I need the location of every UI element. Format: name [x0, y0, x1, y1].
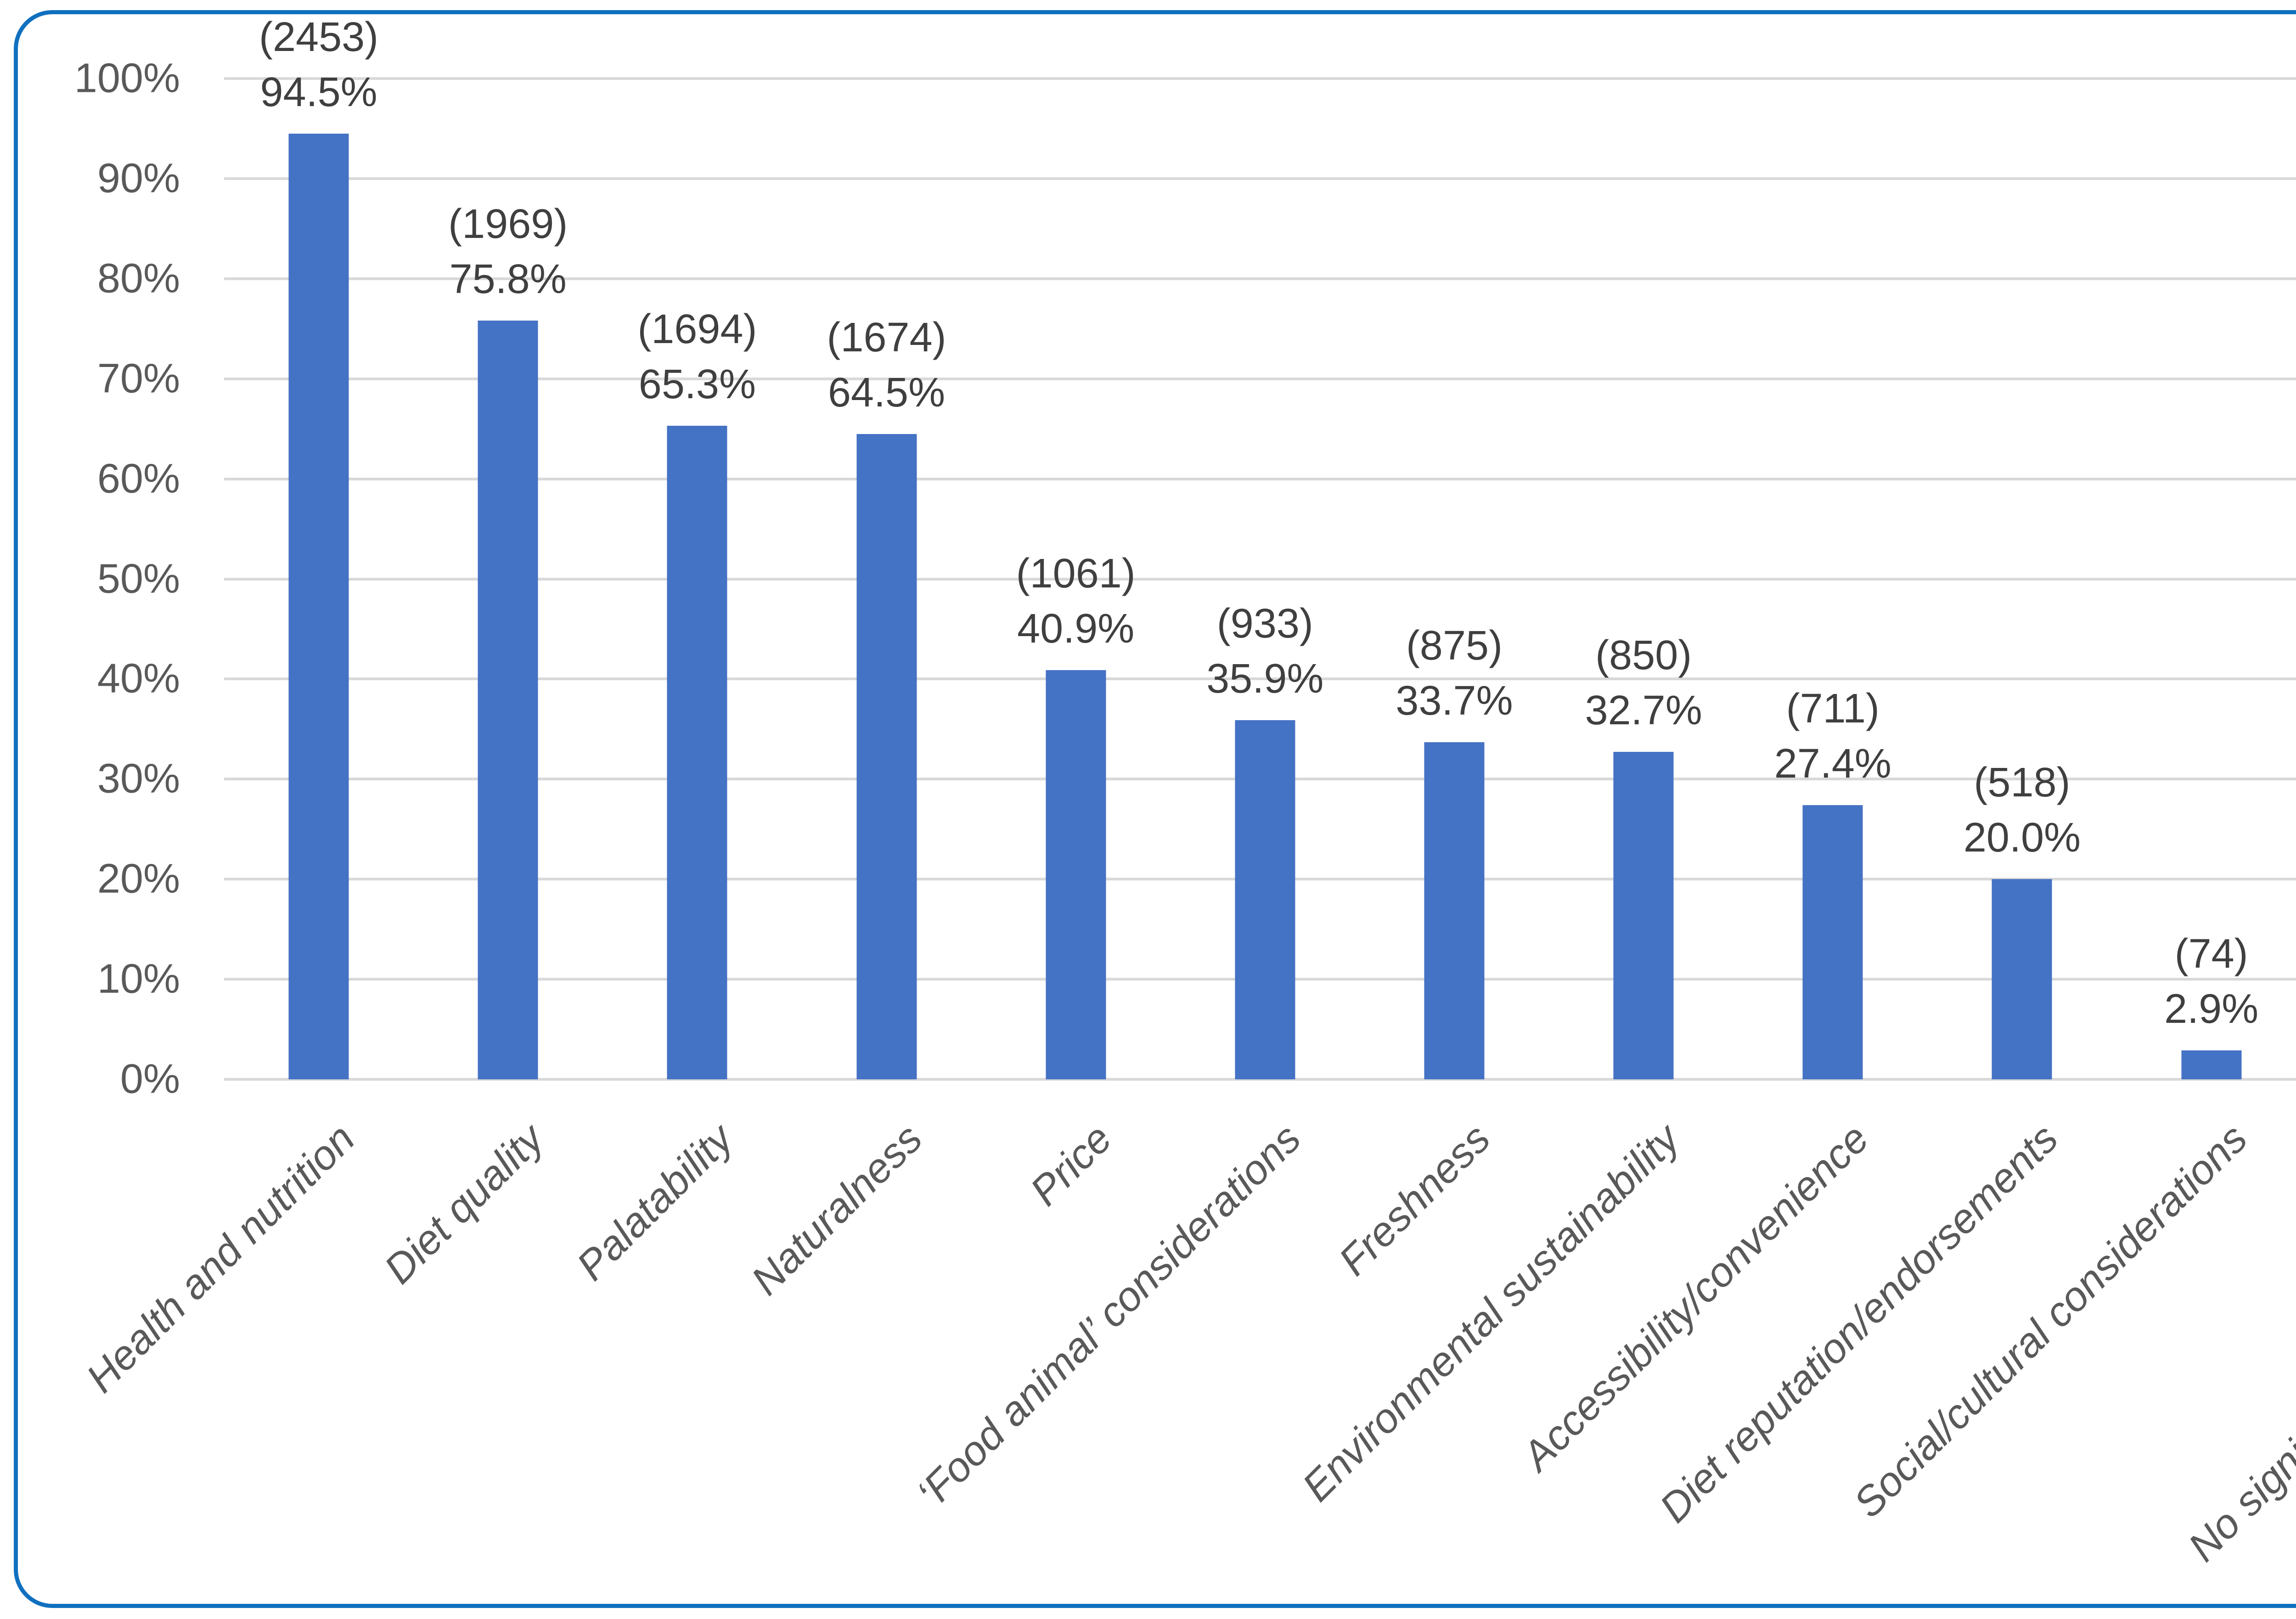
bar-data-label: (711) 27.4%	[1774, 681, 1891, 791]
bar	[1613, 752, 1674, 1079]
plot-area: 100% 90% 80% 70% 60% 50% 40% 30% 20% 10% 0% (2453)…	[74, 14, 2296, 1570]
y-tick-label: 10%	[97, 956, 180, 1002]
bar-column: (2453) 94.5% Health and nutrition	[78, 14, 413, 1401]
bar	[1235, 720, 1295, 1079]
bar-data-label: (518) 20.0%	[1964, 755, 2081, 865]
bar-data-label: (1674) 64.5%	[827, 310, 946, 420]
bar-data-label: (850) 32.7%	[1585, 628, 1702, 738]
y-axis: 100% 90% 80% 70% 60% 50% 40% 30% 20% 10% 0%	[74, 56, 2296, 1102]
bar-column: (74) 2.9% Social/cultural considerations	[1845, 79, 2296, 1527]
bar	[478, 321, 538, 1079]
bar	[2181, 1050, 2242, 1079]
y-tick-label: 20%	[97, 856, 180, 902]
bar-percent-label: 27.4%	[1774, 740, 1891, 787]
bar-data-label: (933) 35.9%	[1206, 596, 1323, 706]
bar-count-label: (875)	[1406, 622, 1503, 669]
gridline	[224, 477, 2296, 480]
gridline	[224, 377, 2296, 380]
bar	[288, 133, 349, 1079]
y-tick-label: 40%	[97, 655, 180, 702]
bar	[667, 426, 727, 1079]
bar-data-label: (1061) 40.9%	[1016, 546, 1136, 656]
bar-column: (1694) 65.3% Palatability	[568, 79, 792, 1289]
gridline	[224, 177, 2296, 180]
gridline	[224, 277, 2296, 280]
bar-count-label: (933)	[1216, 600, 1313, 647]
y-tick-label: 30%	[97, 756, 180, 802]
y-tick-label: 50%	[97, 556, 180, 602]
bar-count-label: (74)	[2174, 931, 2248, 977]
bar-column: (1674) 64.5% Naturalness	[743, 79, 981, 1304]
bar-percent-label: 65.3%	[638, 361, 756, 408]
bar-column: (518) 20.0% Diet reputation/endorsements	[1651, 79, 2116, 1531]
bar-data-label: (875) 33.7%	[1396, 618, 1513, 728]
bar-data-label: (74) 2.9%	[2164, 926, 2258, 1037]
bar	[1802, 805, 1863, 1079]
y-tick-label: 0%	[120, 1056, 180, 1102]
bar	[1424, 742, 1485, 1079]
bar-percent-label: 33.7%	[1396, 677, 1513, 724]
gridline	[224, 1078, 2296, 1081]
bar-column: (875) 33.7% Freshness	[1330, 79, 1549, 1285]
bar-percent-label: 64.5%	[827, 369, 945, 416]
bar-count-label: (850)	[1595, 632, 1692, 679]
bar-data-label: (1969) 75.8%	[448, 197, 568, 307]
bar-percent-label: 40.9%	[1017, 605, 1135, 652]
bar-percent-label: 75.8%	[449, 256, 567, 303]
bar	[856, 434, 917, 1079]
gridline	[224, 77, 2296, 80]
figure-border	[14, 10, 2296, 1608]
bar-column: (1969) 75.8% Diet quality	[376, 79, 602, 1292]
y-tick-label: 100%	[74, 55, 180, 102]
bar-count-label: (2453)	[259, 14, 379, 60]
bar-count-label: (1694)	[637, 306, 757, 353]
bar-count-label: (518)	[1974, 760, 2071, 806]
bar-column: (850) 32.7% Environmental sustainability	[1294, 79, 1738, 1510]
bar-percent-label: 20.0%	[1963, 815, 2081, 861]
y-tick-label: 70%	[97, 355, 180, 402]
bar-column: (933) 35.9% ‘Food animal’ considerations	[909, 79, 1360, 1517]
y-tick-label: 80%	[97, 255, 180, 302]
bar	[1046, 670, 1106, 1079]
bar	[1992, 879, 2052, 1079]
bar-count-label: (711)	[1786, 685, 1880, 732]
bar-percent-label: 2.9%	[2164, 986, 2259, 1032]
bar-data-label: (1694) 65.3%	[637, 302, 757, 412]
y-tick-label: 60%	[97, 456, 180, 502]
bar-column: (711) 27.4% Accessibility/convenience	[1514, 79, 1927, 1479]
gridline	[224, 677, 2296, 681]
y-tick-label: 90%	[97, 155, 180, 202]
bar-percent-label: 35.9%	[1206, 655, 1324, 702]
gridline	[224, 577, 2296, 581]
bar-count-label: (1061)	[1016, 550, 1136, 597]
bar-count-label: (1969)	[448, 201, 568, 248]
bar-percent-label: 32.7%	[1585, 688, 1702, 734]
bar-columns: (2453) 94.5% Health and nutrition (1969)…	[78, 14, 2296, 1570]
bar-data-label: (2453) 94.5%	[259, 10, 378, 120]
bar-column: (1061) 40.9% Price	[981, 79, 1171, 1215]
bar-count-label: (1674)	[827, 314, 946, 361]
bar-percent-label: 94.5%	[260, 69, 377, 115]
